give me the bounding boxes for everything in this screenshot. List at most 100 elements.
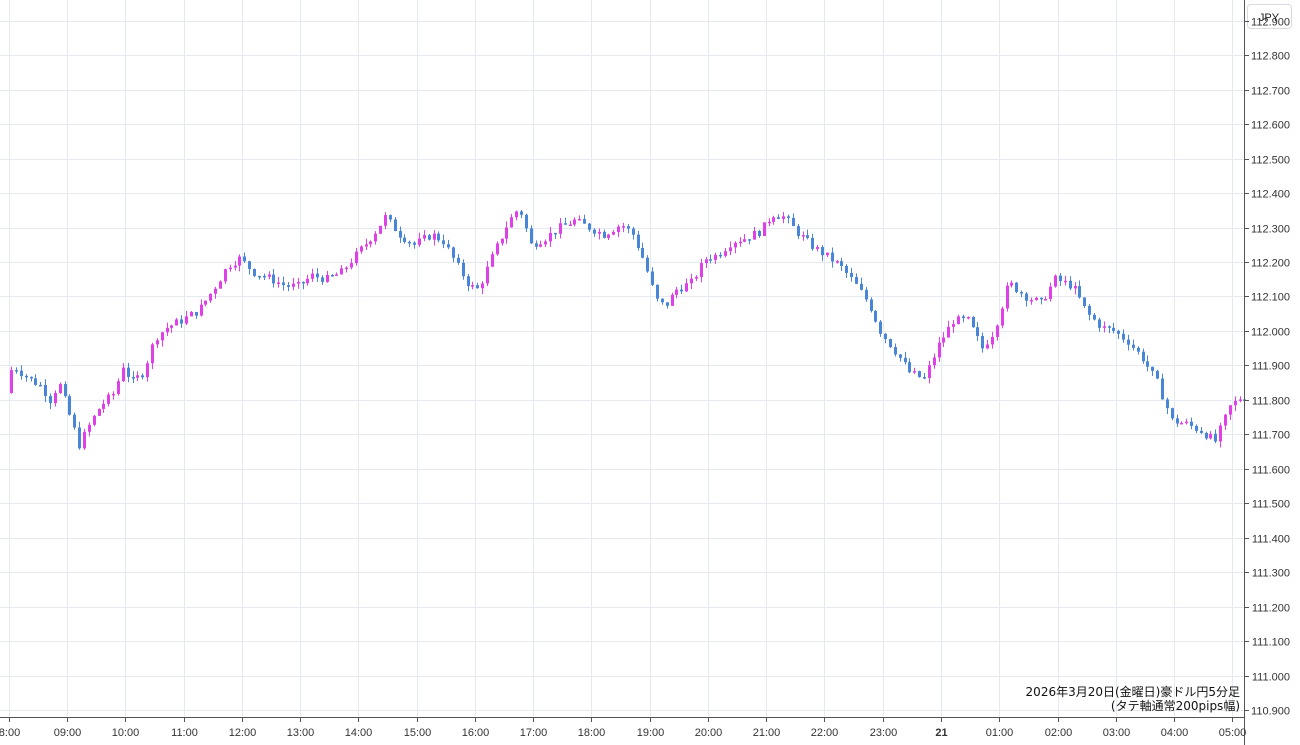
- candle-up: [335, 274, 338, 276]
- candle-up: [559, 223, 562, 234]
- candle-down: [1093, 314, 1096, 320]
- y-tick-label: 112.600: [1251, 120, 1290, 132]
- candle-down: [583, 219, 586, 224]
- candle-down: [282, 282, 285, 286]
- x-tick-label: 04:00: [1161, 727, 1189, 739]
- candle-down: [535, 243, 538, 247]
- candle-down: [1171, 408, 1174, 419]
- candle-up: [826, 252, 829, 256]
- candle-up: [496, 243, 499, 255]
- candle-up: [607, 234, 610, 238]
- candle-up: [952, 324, 955, 327]
- y-tick-label: 112.900: [1251, 17, 1290, 29]
- y-tick-label: 112.000: [1251, 327, 1290, 339]
- candle-down: [1156, 370, 1159, 379]
- candle-up: [200, 304, 203, 316]
- candle-up: [1044, 299, 1047, 301]
- candle-down: [1146, 361, 1149, 367]
- candle-down: [389, 215, 392, 220]
- candle-up: [360, 246, 363, 252]
- candle-down: [632, 228, 635, 235]
- candle-down: [1098, 319, 1101, 328]
- candle-down: [1195, 425, 1198, 431]
- candle-down: [1166, 399, 1169, 409]
- candle-up: [379, 225, 382, 234]
- candle-up: [112, 393, 115, 396]
- candle-down: [520, 211, 523, 215]
- candle-down: [452, 247, 455, 258]
- y-tick-label: 111.800: [1252, 396, 1290, 408]
- candle-down: [1214, 433, 1217, 442]
- y-tick-label: 112.800: [1251, 51, 1290, 63]
- candle-up: [292, 283, 295, 287]
- candle-up: [214, 288, 217, 294]
- candle-down: [243, 256, 246, 262]
- candle-up: [1001, 308, 1004, 326]
- candle-down: [195, 311, 198, 316]
- candle-down: [394, 219, 397, 232]
- candle-up: [617, 226, 620, 232]
- y-tick-label: 112.200: [1251, 258, 1290, 270]
- candle-up: [763, 222, 766, 237]
- candle-up: [685, 283, 688, 292]
- candle-down: [462, 262, 465, 277]
- candle-up: [1035, 297, 1038, 300]
- y-tick-label: 110.900: [1251, 706, 1290, 718]
- candle-up: [146, 363, 149, 378]
- candle-up: [947, 326, 950, 338]
- candle-up: [93, 415, 96, 425]
- candle-up: [10, 370, 13, 393]
- candle-up: [185, 316, 188, 324]
- x-tick-label: 12:00: [229, 727, 257, 739]
- candle-down: [719, 254, 722, 257]
- candle-up: [311, 273, 314, 279]
- y-tick-label: 111.700: [1252, 430, 1290, 442]
- x-tick-label: 18:00: [578, 727, 606, 739]
- candle-up: [573, 219, 576, 225]
- candle-up: [549, 232, 552, 242]
- candle-up: [816, 247, 819, 249]
- candle-down: [889, 339, 892, 348]
- candle-down: [865, 289, 868, 300]
- candle-down: [39, 384, 42, 387]
- candle-down: [646, 257, 649, 272]
- annotation-line-2: (タテ軸通常200pips幅): [1111, 698, 1240, 713]
- candle-up: [569, 224, 572, 227]
- candle-down: [976, 327, 979, 336]
- candle-up: [418, 238, 421, 245]
- candle-down: [656, 284, 659, 299]
- candle-down: [127, 367, 130, 377]
- candle-down: [1083, 297, 1086, 306]
- candle-up: [991, 336, 994, 345]
- x-tick-label: 01:00: [986, 727, 1014, 739]
- y-tick-label: 111.200: [1252, 603, 1290, 615]
- candle-down: [1205, 432, 1208, 439]
- candle-down: [777, 217, 780, 219]
- candle-up: [190, 311, 193, 317]
- candle-down: [467, 276, 470, 287]
- candle-down: [1078, 286, 1081, 298]
- candle-up: [734, 242, 737, 248]
- candle-down: [792, 217, 795, 227]
- candle-down: [1020, 292, 1023, 294]
- candle-up: [1224, 414, 1227, 426]
- candle-up: [306, 278, 309, 284]
- candle-up: [83, 431, 86, 449]
- candle-up: [612, 231, 615, 235]
- x-tick-label: 19:00: [637, 727, 665, 739]
- candle-down: [894, 347, 897, 355]
- candle-up: [1185, 421, 1188, 424]
- candle-up: [695, 276, 698, 279]
- annotation-line-1: 2026年3月20日(金曜日)豪ドル円5分足: [1026, 684, 1240, 699]
- y-tick-label: 112.100: [1251, 292, 1290, 304]
- candle-up: [836, 261, 839, 263]
- candle-down: [787, 216, 790, 218]
- candle-down: [530, 228, 533, 244]
- candle-down: [263, 275, 266, 278]
- candle-up: [1103, 326, 1106, 328]
- candle-down: [564, 223, 567, 225]
- candle-up: [1049, 286, 1052, 300]
- candle-down: [870, 299, 873, 311]
